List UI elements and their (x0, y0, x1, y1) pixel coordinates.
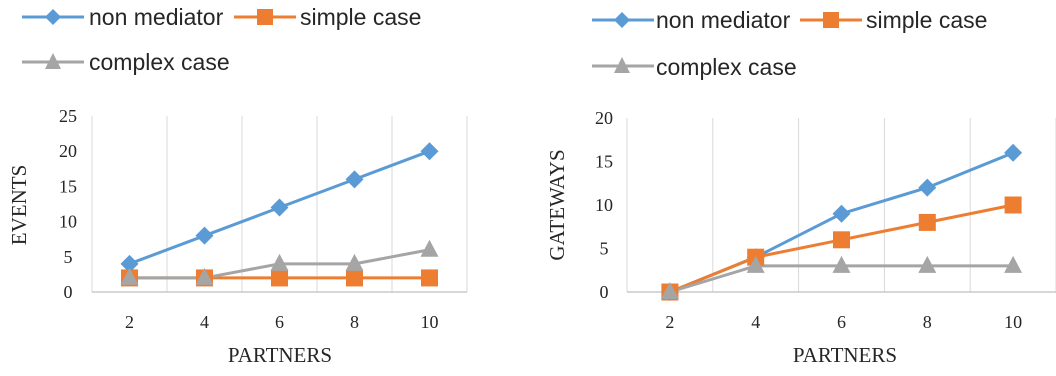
legend-item-complex-case: complex case (592, 54, 797, 80)
legend-label-complex-case: complex case (89, 49, 230, 75)
data-point-non-mediator-3 (345, 170, 364, 189)
y-tick-label: 25 (59, 106, 77, 126)
y-tick-label: 5 (600, 239, 609, 259)
legend-item-simple-case: simple case (234, 4, 421, 30)
legend-label-complex-case: complex case (656, 54, 797, 80)
data-point-complex-case-1 (746, 255, 765, 273)
y-tick-label: 0 (600, 282, 609, 302)
legend-label-non-mediator: non mediator (89, 4, 224, 30)
data-point-complex-case-3 (918, 255, 937, 273)
y-tick-label: 10 (59, 212, 77, 232)
y-axis-title: GATEWAYS (545, 149, 569, 260)
y-tick-label: 10 (595, 195, 613, 215)
legend-marker-diamond-icon (614, 12, 630, 28)
data-point-non-mediator-2 (832, 204, 851, 223)
x-tick-label: 4 (200, 312, 209, 332)
x-axis-title: PARTNERS (228, 343, 332, 367)
x-tick-label: 2 (125, 312, 134, 332)
legend-marker-diamond-icon (45, 9, 61, 25)
x-tick-label: 8 (350, 312, 359, 332)
y-axis-title: EVENTS (7, 165, 31, 246)
data-point-non-mediator-4 (420, 142, 439, 161)
legend-label-simple-case: simple case (866, 7, 987, 33)
x-tick-label: 8 (923, 312, 932, 332)
data-point-complex-case-1 (195, 267, 214, 285)
data-point-simple-case-4 (421, 269, 438, 287)
data-point-complex-case-3 (345, 253, 364, 271)
x-tick-label: 10 (1004, 312, 1022, 332)
data-point-simple-case-2 (833, 231, 850, 249)
legend-marker-square-icon (257, 9, 273, 25)
data-point-complex-case-4 (420, 239, 439, 257)
legend-marker-square-icon (823, 12, 839, 28)
y-tick-label: 20 (595, 108, 613, 128)
gateways-chart: non mediator simple case complex case GA… (545, 7, 1056, 367)
events-chart: non mediator simple case complex case EV… (7, 4, 468, 367)
x-tick-label: 6 (275, 312, 284, 332)
legend-item-non-mediator: non mediator (592, 7, 791, 33)
data-point-non-mediator-1 (195, 226, 214, 245)
data-point-simple-case-4 (1004, 196, 1022, 214)
plot-area: 0 5 10 15 20 2 4 6 8 10 (595, 108, 1056, 332)
legend-label-non-mediator: non mediator (656, 7, 791, 33)
legend: non mediator simple case complex case (22, 4, 421, 75)
data-point-complex-case-0 (660, 282, 679, 299)
x-tick-label: 4 (751, 312, 760, 332)
data-point-simple-case-3 (918, 213, 936, 231)
legend-label-simple-case: simple case (300, 4, 421, 30)
x-tick-label: 2 (665, 312, 674, 332)
x-tick-label: 10 (421, 312, 439, 332)
data-point-non-mediator-2 (270, 198, 289, 217)
y-tick-label: 15 (595, 152, 613, 172)
y-tick-label: 20 (59, 141, 77, 161)
data-point-complex-case-2 (832, 255, 851, 273)
data-point-simple-case-2 (271, 269, 288, 287)
legend-marker-triangle-icon (614, 57, 630, 73)
legend: non mediator simple case complex case (592, 7, 987, 80)
data-point-non-mediator-4 (1004, 143, 1023, 162)
legend-item-non-mediator: non mediator (22, 4, 224, 30)
legend-marker-triangle-icon (45, 53, 61, 69)
y-tick-label: 5 (64, 247, 73, 267)
legend-item-complex-case: complex case (22, 49, 230, 75)
data-point-simple-case-3 (346, 269, 363, 287)
data-point-complex-case-2 (270, 253, 289, 271)
data-point-non-mediator-0 (120, 254, 139, 273)
x-axis-title: PARTNERS (793, 343, 897, 367)
data-point-complex-case-4 (1004, 255, 1023, 273)
y-tick-label: 15 (59, 176, 77, 196)
legend-item-simple-case: simple case (800, 7, 987, 33)
plot-area: 0 5 10 15 20 25 2 4 6 8 10 (59, 106, 468, 332)
y-tick-label: 0 (64, 282, 73, 302)
data-point-complex-case-0 (120, 267, 139, 285)
x-tick-label: 6 (837, 312, 846, 332)
data-point-non-mediator-3 (918, 178, 937, 197)
